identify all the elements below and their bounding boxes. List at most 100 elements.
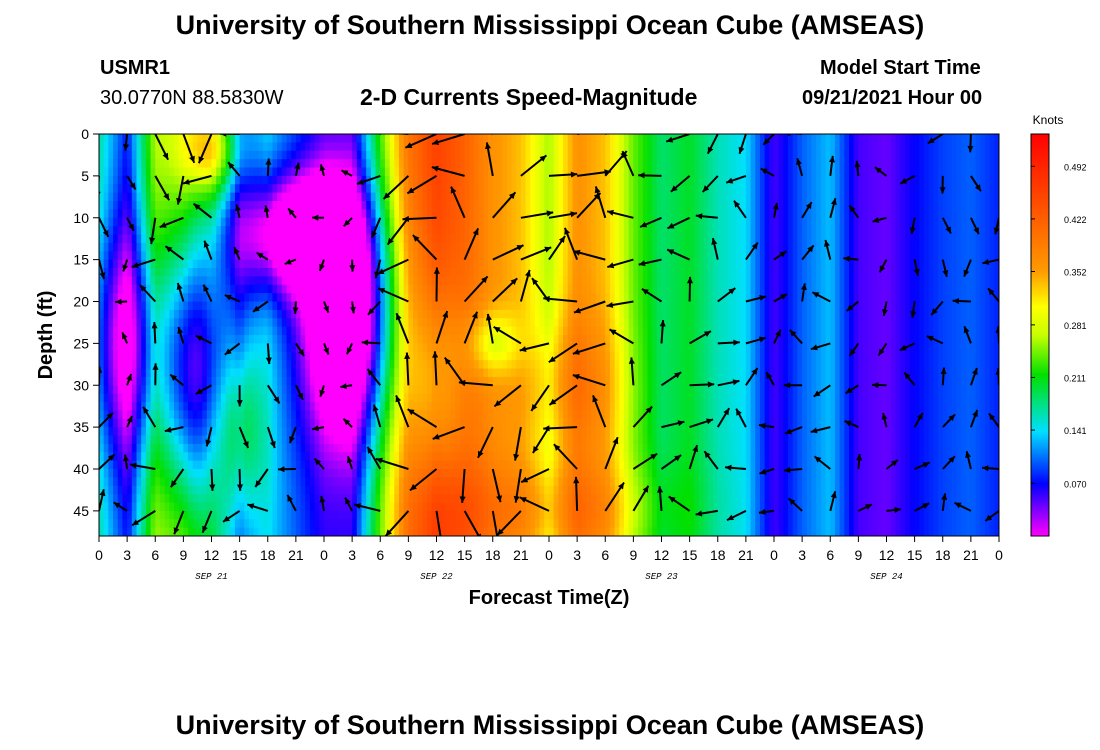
heatmap-cell xyxy=(413,527,419,536)
heatmap-cell xyxy=(553,175,559,185)
heatmap-cell xyxy=(544,326,550,336)
heatmap-cell xyxy=(497,293,503,303)
heatmap-cell xyxy=(436,184,442,194)
heatmap-cell xyxy=(150,184,156,194)
heatmap-cell xyxy=(380,477,386,487)
heatmap-cell xyxy=(281,427,288,437)
heatmap-cell xyxy=(216,167,222,177)
heatmap-cell xyxy=(497,343,503,353)
heatmap-cell xyxy=(558,134,564,143)
heatmap-cell xyxy=(478,368,484,378)
heatmap-cell xyxy=(272,209,278,219)
heatmap-cell xyxy=(211,234,217,244)
heatmap-cell xyxy=(136,234,142,244)
heatmap-cell xyxy=(108,251,114,261)
heatmap-cell xyxy=(150,427,156,437)
heatmap-cell xyxy=(272,494,278,504)
heatmap-cell xyxy=(249,527,255,536)
heatmap-cell xyxy=(333,268,339,277)
heatmap-cell xyxy=(375,159,381,169)
heatmap-cell xyxy=(422,469,428,478)
heatmap-cell xyxy=(516,226,522,236)
heatmap-cell xyxy=(141,251,147,261)
heatmap-cell xyxy=(113,301,119,311)
heatmap-cell xyxy=(361,293,367,303)
heatmap-cell xyxy=(178,385,184,395)
heatmap-cell xyxy=(113,209,119,219)
heatmap-cell xyxy=(549,443,555,453)
heatmap-cell xyxy=(502,376,508,386)
heatmap-cell xyxy=(338,360,344,370)
heatmap-cell xyxy=(375,142,381,152)
heatmap-cell xyxy=(338,452,344,462)
heatmap-cell xyxy=(539,268,545,277)
heatmap-cell xyxy=(338,309,344,319)
heatmap-cell xyxy=(375,385,381,395)
heatmap-cell xyxy=(356,368,363,378)
heatmap-cell xyxy=(113,217,119,227)
heatmap-cell xyxy=(394,452,400,462)
heatmap-cell xyxy=(263,142,269,152)
heatmap-cell xyxy=(422,268,428,277)
heatmap-cell xyxy=(131,418,138,428)
heatmap-cell xyxy=(253,251,259,261)
heatmap-cell xyxy=(249,343,255,353)
heatmap-cell xyxy=(534,175,541,185)
heatmap-cell xyxy=(277,335,283,344)
heatmap-cell xyxy=(333,360,339,370)
heatmap-cell xyxy=(277,217,283,227)
heatmap-cell xyxy=(141,159,147,169)
heatmap-cell xyxy=(572,376,578,386)
heatmap-cell xyxy=(188,418,194,428)
heatmap-cell xyxy=(155,410,161,420)
heatmap-cell xyxy=(389,443,395,453)
heatmap-cell xyxy=(441,134,447,143)
heatmap-cell xyxy=(258,134,264,143)
heatmap-cell xyxy=(159,343,166,353)
heatmap-cell xyxy=(356,192,363,202)
heatmap-cell xyxy=(488,301,494,311)
heatmap-cell xyxy=(408,293,414,303)
heatmap-cell xyxy=(389,410,395,420)
heatmap-cell xyxy=(183,167,189,177)
heatmap-cell xyxy=(417,427,424,437)
heatmap-cell xyxy=(314,134,320,143)
heatmap-cell xyxy=(553,192,559,202)
heatmap-cell xyxy=(277,385,283,395)
heatmap-cell xyxy=(99,142,105,152)
heatmap-cell xyxy=(549,360,555,370)
heatmap-cell xyxy=(389,418,395,428)
heatmap-cell xyxy=(258,159,264,169)
heatmap-cell xyxy=(455,477,461,487)
heatmap-cell xyxy=(506,268,513,277)
heatmap-cell xyxy=(459,502,466,512)
heatmap-cell xyxy=(516,410,522,420)
heatmap-cell xyxy=(375,234,381,244)
heatmap-cell xyxy=(544,251,550,261)
heatmap-cell xyxy=(459,309,466,319)
heatmap-cell xyxy=(380,309,386,319)
heatmap-cell xyxy=(497,150,503,160)
heatmap-cell xyxy=(291,460,297,470)
heatmap-cell xyxy=(136,159,142,169)
heatmap-cell xyxy=(399,326,405,336)
heatmap-cell xyxy=(159,510,166,520)
heatmap-cell xyxy=(549,175,555,185)
heatmap-cell xyxy=(108,268,114,277)
heatmap-cell xyxy=(352,201,358,210)
heatmap-cell xyxy=(497,268,503,277)
heatmap-cell xyxy=(234,360,241,370)
heatmap-cell xyxy=(309,494,316,504)
heatmap-cell xyxy=(534,360,541,370)
heatmap-cell xyxy=(563,527,569,536)
heatmap-cell xyxy=(216,502,222,512)
heatmap-cell xyxy=(567,519,574,529)
heatmap-cell xyxy=(249,284,255,294)
heatmap-cell xyxy=(309,150,316,160)
heatmap-cell xyxy=(530,410,536,420)
heatmap-cell xyxy=(375,309,381,319)
heatmap-cell xyxy=(309,251,316,261)
heatmap-cell xyxy=(328,226,334,236)
heatmap-cell xyxy=(136,209,142,219)
heatmap-cell xyxy=(394,335,400,344)
